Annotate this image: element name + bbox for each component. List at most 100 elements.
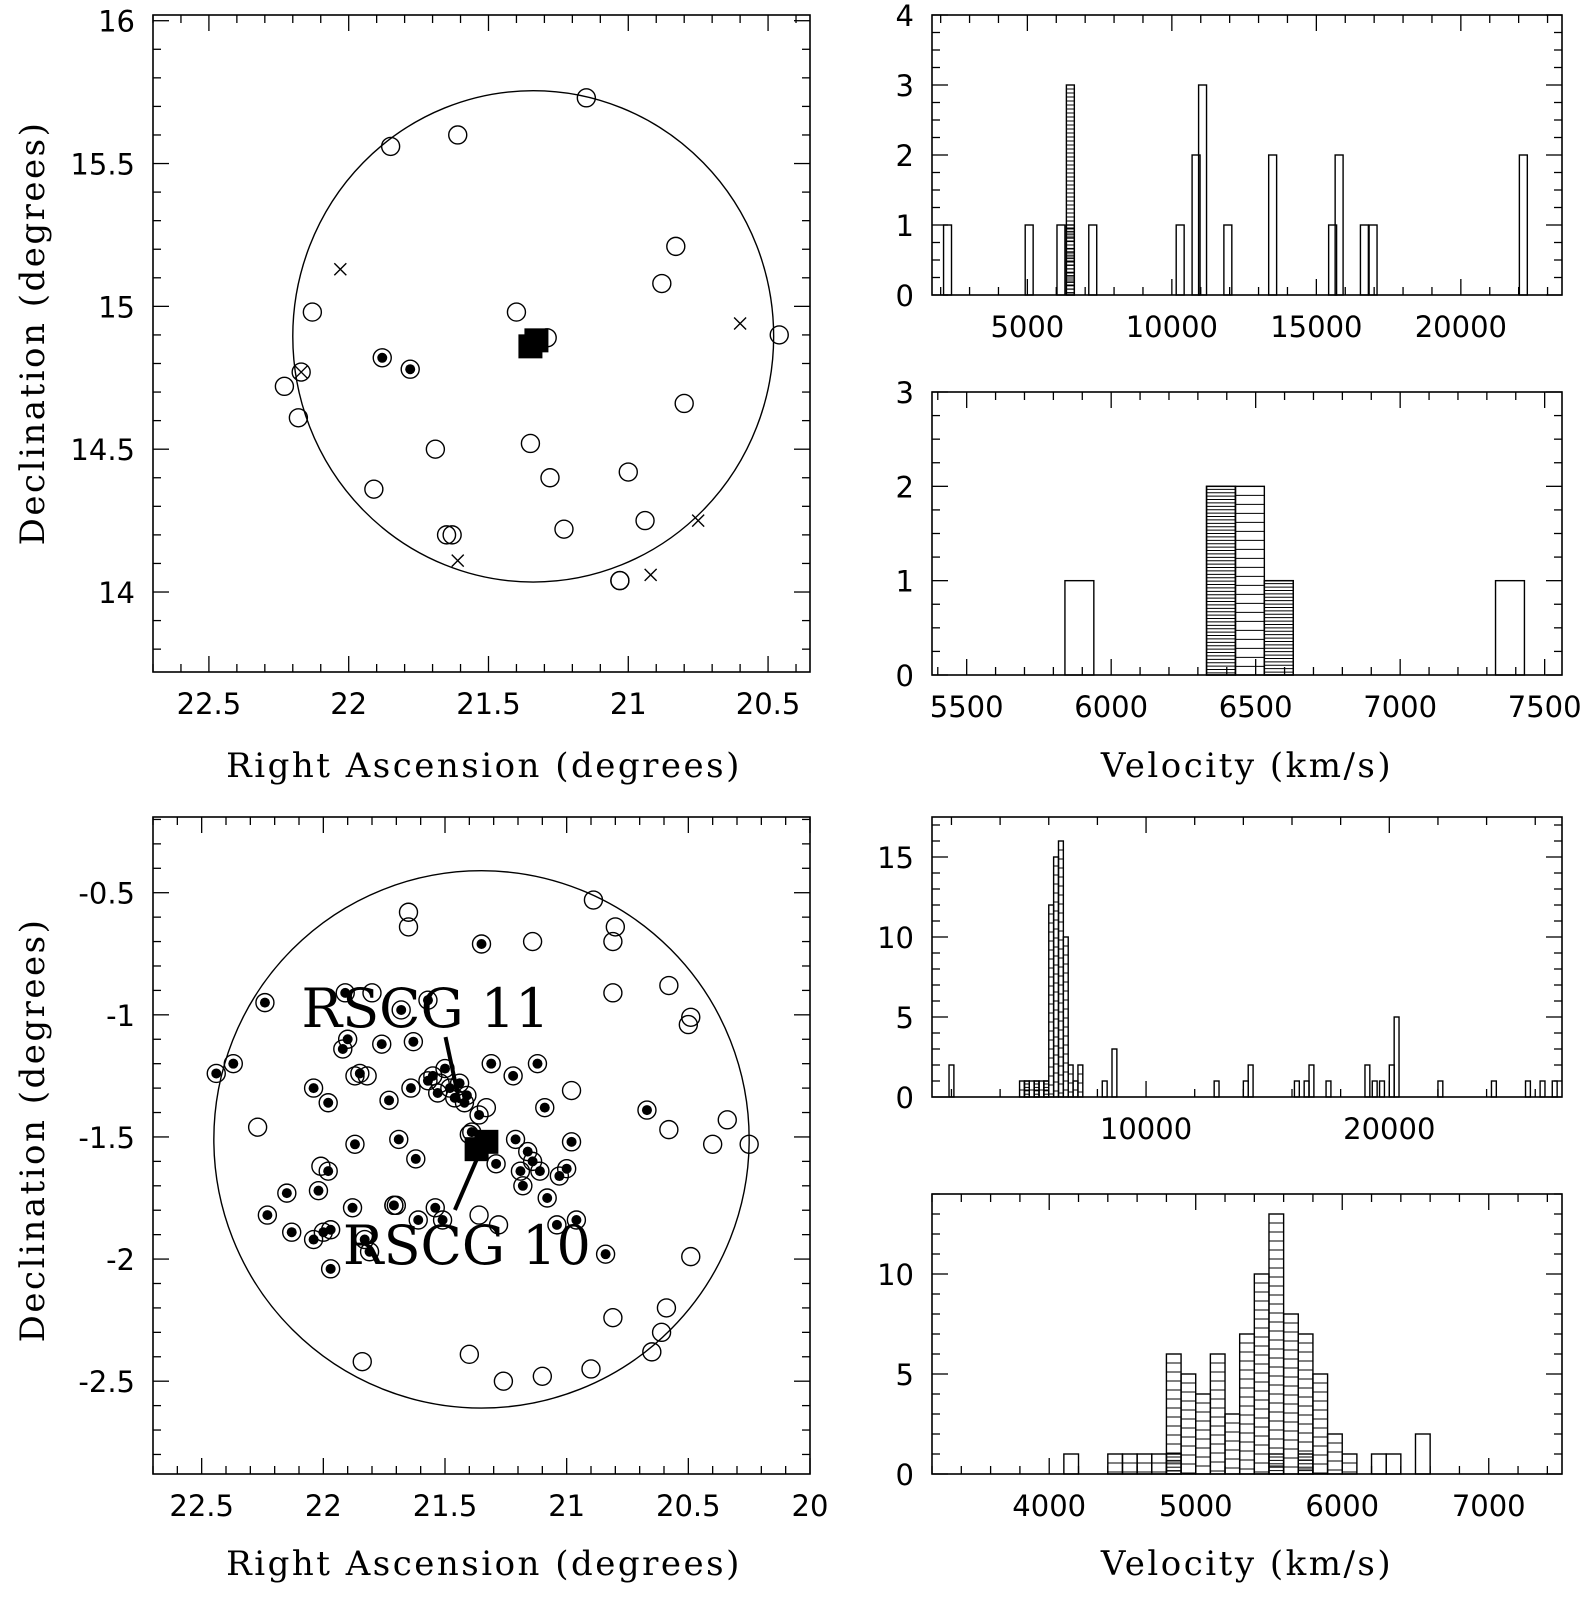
galaxy-point [436,525,457,545]
member-galaxy-point [444,1083,455,1094]
histogram-bar [1368,224,1378,296]
galaxy-point [380,136,401,157]
member-galaxy-ring [400,359,420,379]
histogram-bar [1371,1080,1378,1098]
member-galaxy-ring [345,1134,365,1154]
galaxy-point [652,273,672,294]
y-tick-label: 15.5 [70,148,135,182]
histogram-bar [1414,1433,1431,1475]
member-galaxy-ring [223,1053,244,1074]
histogram-bar [1385,1453,1402,1475]
histogram-bar [1121,1453,1138,1475]
histogram-bar [1393,1016,1400,1098]
member-galaxy-point [347,1202,358,1213]
galaxy-point [488,1215,509,1235]
galaxy-point [532,1366,553,1387]
galaxy-point [442,525,462,545]
search-radius-circle [292,89,775,583]
y-tick-label: 14.5 [70,433,135,467]
galaxy-point [739,1134,759,1154]
member-galaxy-ring [530,1161,550,1181]
x-tick-label: 6500 [1219,690,1293,724]
member-galaxy-ring [255,992,275,1013]
histogram-bar [1101,1080,1108,1098]
galaxy-point [603,983,623,1003]
member-galaxy-ring [303,1078,324,1098]
member-galaxy-ring [535,1097,555,1118]
member-galaxy-ring [595,1244,616,1264]
histogram-bar [1524,1080,1532,1098]
member-galaxy-point [532,1058,543,1069]
member-galaxy-ring [481,1053,501,1074]
x-tick-label: 10000 [1100,1112,1192,1146]
histogram-bar [1282,1313,1299,1475]
y-tick-label: 3 [896,376,914,410]
x-tick-label: 21 [610,687,647,721]
member-galaxy-ring [379,1090,399,1111]
group-member-bar [1297,1453,1314,1475]
member-galaxy-point [486,1058,497,1069]
member-galaxy-ring [335,983,355,1003]
histogram-bar [1038,1080,1045,1098]
group-member-bar [1033,1080,1040,1098]
y-tick-label: -2 [106,1243,135,1277]
member-galaxy-point [349,1139,360,1150]
histogram-bar [1388,1064,1395,1098]
member-galaxy-point [430,1202,441,1213]
galaxy-point [274,376,295,397]
histogram-bar [1312,1373,1329,1475]
galaxy-point [352,1351,372,1372]
y-tick-label: 0 [896,1081,914,1115]
member-galaxy-point [466,1127,477,1138]
member-galaxy-ring [561,1132,582,1152]
histogram-bar [1341,1453,1358,1475]
galaxy-point [610,570,630,591]
member-galaxy-point [308,1083,319,1094]
histogram-bar [1370,1453,1387,1475]
galaxy-point [651,1322,672,1343]
galaxy-point [398,902,419,922]
member-galaxy-ring [547,1215,567,1235]
member-galaxy-point [325,1263,336,1274]
histogram-bar [1238,1333,1256,1475]
sky-map-top-y-title: Declination (degrees) [13,121,53,546]
member-galaxy-point [517,1180,528,1191]
galaxy-point [540,468,560,488]
galaxy-point [476,1097,497,1118]
galaxy-point [247,1117,268,1137]
member-galaxy-ring [372,348,392,368]
member-galaxy-ring [556,1159,577,1179]
member-galaxy-ring [637,1100,657,1120]
group-member-bar [1065,224,1076,296]
histogram-bar [1028,1080,1035,1098]
histogram-bar [1247,1064,1254,1098]
histogram-bar [942,224,953,296]
sky-map-top-frame [152,14,811,673]
galaxy-point [448,125,468,145]
no-redshift-cross [644,568,658,582]
y-tick-label: -0.5 [78,877,135,911]
velocity-histogram-top-zoom-frame [931,391,1563,676]
member-galaxy-point [566,1136,577,1147]
galaxy-point [398,917,419,937]
histogram-bar [1062,936,1069,1098]
member-galaxy-ring [449,1073,470,1093]
histogram-bar [1267,154,1278,296]
galaxy-point [678,1014,699,1035]
velocity-histogram-bottom-wide: 10000 20000 0 5 10 15 [877,816,1563,1146]
member-galaxy-point [551,1219,562,1230]
member-galaxy-ring [418,1071,438,1091]
member-galaxy-ring [277,1183,297,1203]
histogram-bar [1303,1080,1310,1098]
velocity-histogram-top-zoom-x-title: Velocity (km/s) [1100,746,1393,786]
group-member-bar [1263,579,1294,676]
member-galaxy-point [534,1166,545,1177]
member-galaxy-point [393,1134,404,1145]
velocity-histogram-bottom-zoom-x-title: Velocity (km/s) [1100,1544,1393,1584]
member-galaxy-point [340,987,351,998]
member-galaxy-point [432,1087,443,1098]
galaxy-point [522,931,543,952]
no-redshift-cross [333,262,347,276]
member-galaxy-point [476,939,487,950]
member-galaxy-ring [566,1210,587,1230]
